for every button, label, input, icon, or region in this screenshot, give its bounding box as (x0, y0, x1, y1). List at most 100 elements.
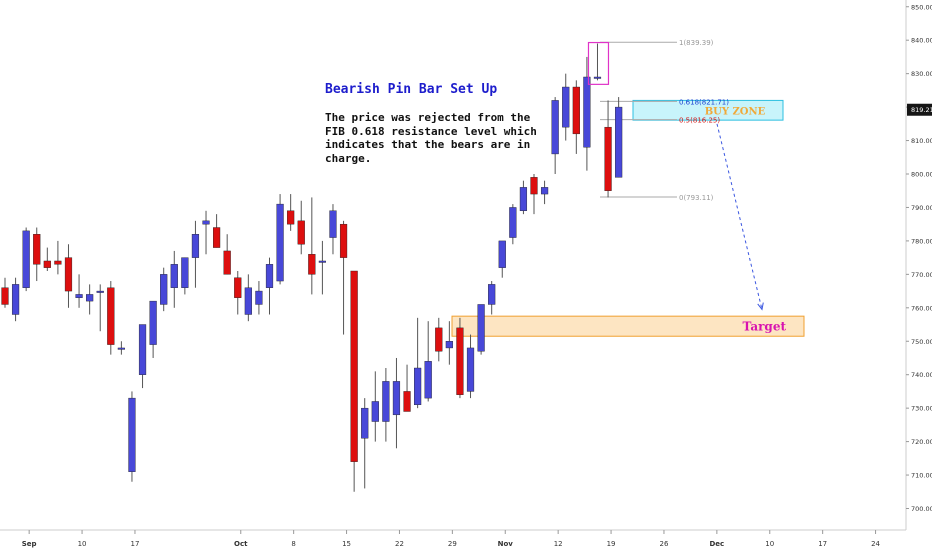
time-tick-label: Oct (234, 540, 248, 548)
time-tick-label: Nov (498, 540, 514, 548)
candle-body (382, 381, 390, 422)
candle-body (64, 257, 73, 292)
time-tick-label: 29 (448, 540, 457, 548)
candle-body (488, 284, 496, 305)
candle-body (424, 361, 432, 399)
price-tick-label: 700.00 (911, 505, 932, 513)
fib-label: 0.618(821.71) (679, 98, 729, 106)
candle-body (107, 287, 115, 345)
price-tick-label: 760.00 (911, 304, 932, 312)
candles-layer (1, 43, 623, 492)
candle-body (604, 126, 612, 191)
time-tick-label: Sep (22, 540, 37, 548)
candle-body (562, 86, 570, 128)
projection-arrow (716, 123, 763, 310)
candle-body (234, 277, 242, 298)
fib-label: 0(793.11) (679, 194, 714, 202)
buy-zone-label: BUY ZONE (705, 106, 766, 117)
candle-body (456, 327, 464, 395)
overlay-layer (587, 41, 764, 311)
time-tick-label: 12 (554, 540, 563, 548)
candle-body (54, 260, 62, 265)
candle-body (33, 234, 41, 265)
candle-body (244, 287, 252, 315)
time-tick-label: 8 (291, 540, 295, 548)
candle-body (11, 284, 20, 315)
pin-bar-box (587, 41, 610, 85)
candle-body (509, 207, 517, 238)
price-tick-label: 830.00 (911, 70, 932, 78)
price-tick-label: 800.00 (911, 171, 932, 179)
candle-body (329, 210, 337, 238)
candle-body (255, 290, 263, 305)
candle-body (572, 86, 580, 135)
candle-body (519, 187, 528, 211)
time-tick-label: 19 (607, 540, 616, 548)
candle-body (350, 270, 358, 462)
current-price-tag (907, 103, 932, 116)
time-tick-label: 10 (78, 540, 87, 548)
candle-body (128, 397, 136, 472)
candle-body (191, 234, 200, 258)
candle-body (530, 177, 538, 195)
fib-label: 1(839.39) (679, 39, 714, 47)
candle-body (583, 76, 591, 148)
candle-body (117, 347, 125, 350)
price-tick-label: 710.00 (911, 472, 932, 480)
candle-body (223, 250, 231, 275)
arrow-head (757, 302, 764, 311)
fib-levels-layer: 1(839.39) 0.618(821.71) 0.5(816.25) 0(793.1… (600, 39, 729, 202)
buy-zone (632, 99, 784, 121)
price-tick-label: 790.00 (911, 204, 932, 212)
candle-body (297, 220, 305, 245)
candle-body (138, 324, 147, 375)
candle-body (287, 210, 295, 225)
time-tick-label: 24 (871, 540, 880, 548)
candle-body (1, 287, 9, 305)
candle-body (149, 300, 157, 345)
time-tick-label: Dec (710, 540, 725, 548)
price-tick-label: 750.00 (911, 338, 932, 346)
price-tick-label: 730.00 (911, 405, 932, 413)
time-tick-label: 10 (765, 540, 774, 548)
candle-body (308, 254, 316, 275)
target-zone (451, 315, 805, 337)
time-tick-label: 22 (395, 540, 404, 548)
time-tick-label: 26 (659, 540, 668, 548)
candle-body (445, 341, 453, 349)
candle-body (371, 401, 379, 422)
zones-layer: Target BUY ZONE (451, 99, 805, 337)
price-tick-label: 740.00 (911, 371, 932, 379)
candle-body (181, 257, 189, 288)
time-tick-label: 15 (342, 540, 351, 548)
annotation-body: The price was rejected from the FIB 0.61… (325, 111, 537, 165)
candle-body (43, 260, 51, 268)
price-axis: 700.00 710.00 720.00 730.00 740.00 750.00 760.… (905, 0, 932, 530)
time-tick-label: 17 (818, 540, 827, 548)
candle-body (498, 240, 506, 268)
candle-body (361, 407, 369, 439)
candle-body (615, 106, 623, 178)
candle-body (202, 220, 210, 225)
candle-body (75, 294, 83, 298)
price-tick-label: 770.00 (911, 271, 932, 279)
candle-body (160, 274, 168, 305)
candle-body (466, 347, 475, 392)
candle-body (477, 304, 485, 352)
candle-body (276, 203, 284, 282)
candle-body (86, 294, 94, 302)
candle-body (339, 223, 348, 258)
price-tick-label: 850.00 (911, 3, 932, 11)
candle-body (551, 100, 559, 155)
candle-body (318, 260, 327, 263)
fib-label: 0.5(816.25) (679, 117, 720, 125)
candle-body (96, 290, 104, 293)
time-axis: Sep 10 17 Oct 8 15 22 29 Nov 12 19 26 Dec 10 17 24 (0, 529, 906, 548)
candle-body (170, 264, 178, 288)
time-tick-label: 17 (130, 540, 139, 548)
annotation-title: Bearish Pin Bar Set Up (325, 82, 498, 97)
target-label: Target (743, 320, 787, 334)
price-tick-label: 810.00 (911, 137, 932, 145)
candle-body (435, 327, 443, 352)
